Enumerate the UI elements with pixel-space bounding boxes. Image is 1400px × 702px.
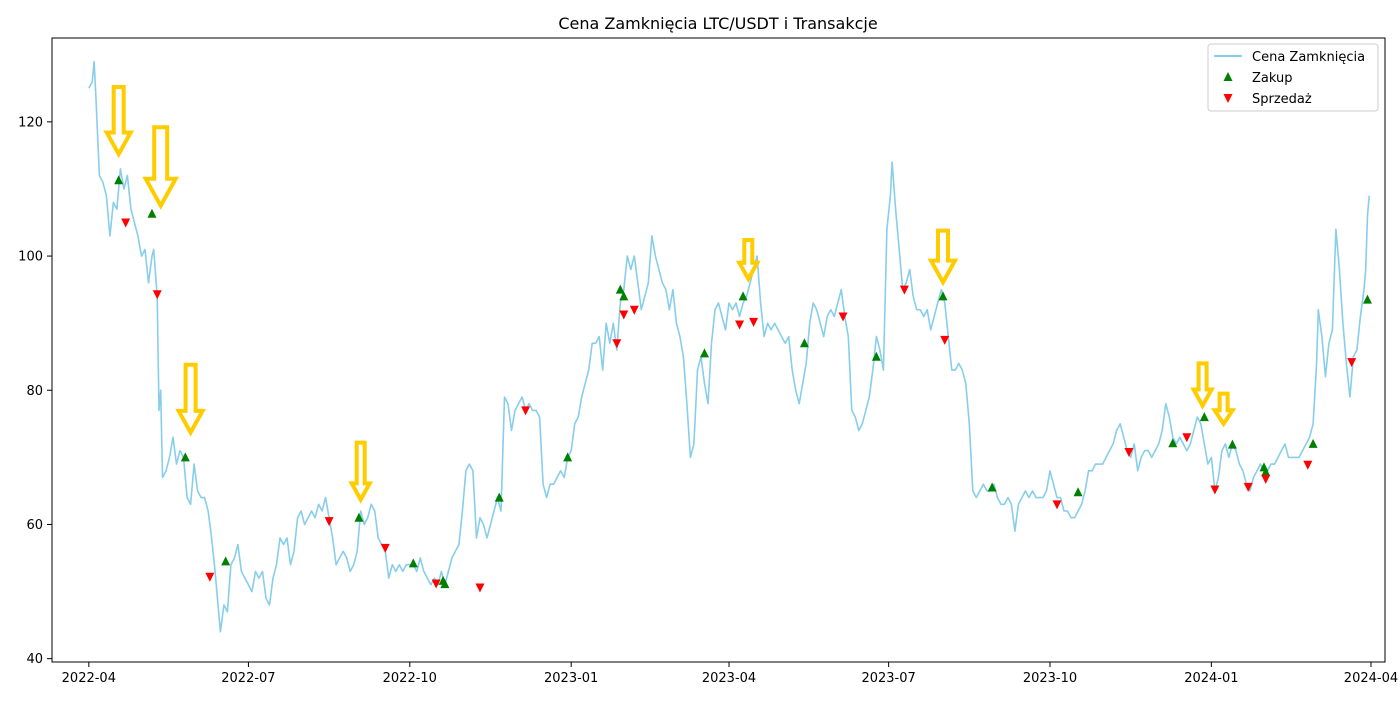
sell-marker <box>121 218 131 228</box>
buy-marker <box>114 175 124 185</box>
sell-marker <box>1210 485 1220 495</box>
buy-marker <box>987 482 997 492</box>
y-tick-label: 80 <box>26 384 43 399</box>
sell-marker <box>152 290 162 300</box>
sell-marker <box>735 320 745 330</box>
x-tick-label: 2023-04 <box>702 671 756 686</box>
sell-marker <box>1261 474 1271 484</box>
sell-marker <box>629 305 639 315</box>
sell-marker <box>521 406 531 416</box>
legend-label-close-price: Cena Zamknięcia <box>1252 50 1365 65</box>
chart-title: Cena Zamknięcia LTC/USDT i Transakcje <box>558 14 877 33</box>
sell-marker <box>1303 460 1313 470</box>
legend-label-sell: Sprzedaż <box>1252 92 1312 107</box>
legend-box <box>1207 43 1379 112</box>
x-tick-label: 2022-04 <box>62 671 116 686</box>
sell-marker <box>940 335 950 345</box>
x-tick-label: 2023-10 <box>1023 671 1077 686</box>
plot-area <box>88 60 1372 633</box>
y-tick-label: 60 <box>26 518 43 533</box>
yellow-down-arrow-icon <box>1190 361 1215 410</box>
sell-marker <box>899 285 909 295</box>
axes-frame <box>51 37 1386 663</box>
y-tick-label: 40 <box>26 652 43 667</box>
x-axis: 2022-04 2022-07 2022-10 2023-01 2023-04 2023-… <box>62 662 1398 686</box>
buy-marker <box>408 558 418 568</box>
legend-label-buy: Zakup <box>1252 71 1293 86</box>
buy-marker <box>354 512 364 522</box>
buy-marker <box>440 579 450 589</box>
sell-marker <box>1052 500 1062 510</box>
sell-marker <box>380 543 390 553</box>
yellow-down-arrow-icon <box>1210 391 1237 428</box>
buy-marker <box>1199 412 1209 422</box>
yellow-down-arrow-icon <box>175 362 206 437</box>
sell-marker <box>1347 358 1357 368</box>
x-tick-label: 2023-01 <box>544 671 598 686</box>
sell-marker <box>475 583 485 593</box>
buy-marker <box>871 351 881 361</box>
buy-marker <box>494 492 504 502</box>
sell-marker <box>324 517 334 527</box>
sell-marker <box>749 317 759 327</box>
sell-marker <box>838 312 848 322</box>
sell-marker <box>612 339 622 349</box>
buy-marker <box>738 291 748 301</box>
buy-marker <box>699 348 709 358</box>
yellow-down-arrow-icon <box>348 440 374 504</box>
buy-marker <box>1362 294 1372 304</box>
buy-marker <box>1073 487 1083 497</box>
yellow-down-arrow-icon <box>927 228 959 287</box>
sell-marker <box>1182 433 1192 443</box>
legend-sell-marker <box>1223 94 1233 103</box>
buy-marker <box>938 291 948 301</box>
x-tick-label: 2022-10 <box>383 671 437 686</box>
legend: Cena Zamknięcia Zakup Sprzedaż <box>1207 43 1379 112</box>
buy-marker <box>1168 438 1178 448</box>
x-tick-label: 2024-04 <box>1344 671 1398 686</box>
x-tick-label: 2022-07 <box>221 671 275 686</box>
buy-marker <box>615 284 625 294</box>
buy-marker <box>1308 438 1318 448</box>
series-line-close-price <box>88 60 1370 633</box>
buy-marker <box>563 452 573 462</box>
buy-marker <box>147 208 157 218</box>
sell-marker <box>431 579 441 589</box>
y-tick-label: 120 <box>18 115 43 130</box>
legend-buy-marker <box>1223 72 1233 81</box>
sell-marker <box>1243 482 1253 492</box>
sell-marker <box>1124 447 1134 457</box>
buy-marker <box>221 556 231 566</box>
buy-marker <box>1261 467 1271 477</box>
sell-marker <box>619 310 629 320</box>
y-axis: 40 60 80 100 120 <box>18 115 52 667</box>
yellow-down-arrow-icon <box>735 238 761 284</box>
x-tick-label: 2024-01 <box>1184 671 1238 686</box>
buy-marker <box>1227 439 1237 449</box>
yellow-down-arrow-icon <box>142 125 180 210</box>
buy-marker <box>180 452 190 462</box>
sell-marker <box>205 572 215 582</box>
annotation-layer <box>103 85 1237 504</box>
x-tick-label: 2023-07 <box>861 671 915 686</box>
yellow-down-arrow-icon <box>103 85 135 159</box>
buy-marker <box>619 291 629 301</box>
y-tick-label: 100 <box>18 250 43 265</box>
buy-marker <box>799 338 809 348</box>
